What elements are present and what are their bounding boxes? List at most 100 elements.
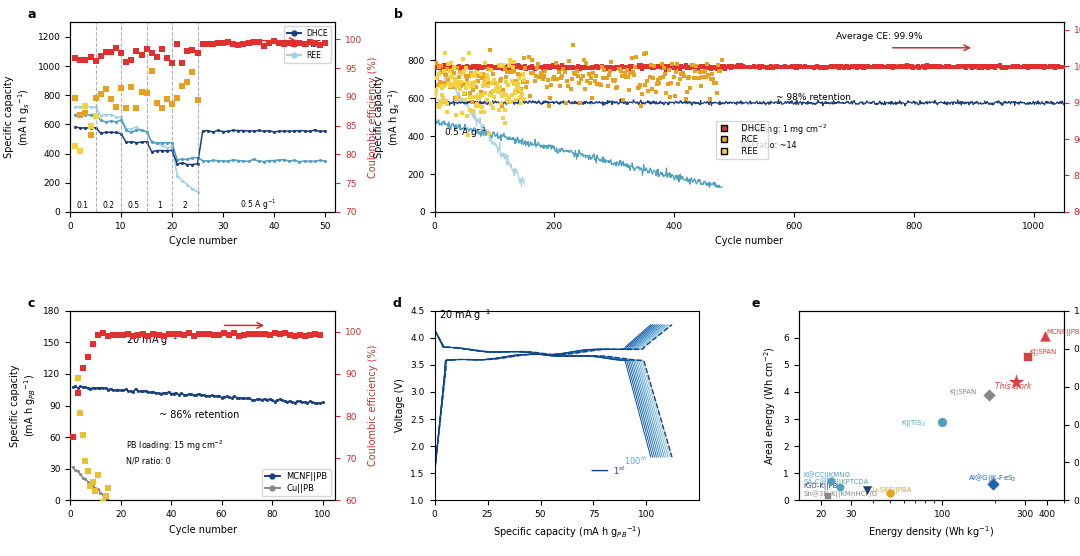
Point [431, 96, 448, 105]
Point [588, 61, 605, 70]
Point [888, 62, 905, 71]
Point [541, 93, 558, 102]
Point [468, 63, 485, 72]
Point [607, 62, 624, 71]
Point [1021, 62, 1038, 71]
Point [839, 62, 856, 71]
Point [179, 78, 197, 87]
Point [907, 63, 924, 72]
Point [1004, 62, 1022, 71]
Point [522, 92, 539, 101]
Text: This work: This work [995, 382, 1031, 391]
Point [791, 62, 808, 71]
Point [702, 64, 719, 73]
Point [901, 62, 918, 71]
Point [801, 63, 819, 72]
Point [127, 46, 145, 55]
Point [703, 70, 720, 79]
Point [490, 87, 508, 96]
Point [435, 67, 453, 76]
Point [954, 62, 971, 71]
Point [163, 59, 180, 68]
Point [458, 63, 475, 72]
Point [819, 63, 836, 72]
Legend:   DHCE,   RCE,   REE: DHCE, RCE, REE [716, 121, 768, 159]
Point [1014, 62, 1031, 71]
Point [464, 86, 482, 95]
Point [590, 80, 607, 89]
Point [139, 332, 157, 341]
Point [1043, 62, 1061, 71]
Point [179, 47, 197, 56]
Point [470, 94, 487, 103]
Point [1038, 63, 1055, 72]
Point [490, 106, 508, 115]
Point [905, 63, 922, 72]
Point [733, 62, 751, 71]
Point [532, 69, 550, 78]
Point [622, 68, 639, 77]
Point [451, 63, 469, 72]
Point [447, 63, 464, 72]
Point [645, 64, 662, 73]
Point [475, 107, 492, 116]
Point [816, 63, 834, 72]
Point [918, 61, 935, 70]
Point [912, 62, 929, 71]
Point [286, 40, 303, 49]
Point [792, 63, 809, 72]
Point [539, 75, 556, 84]
Y-axis label: Specific capacity
(mA h g$_s$$^{-1}$): Specific capacity (mA h g$_s$$^{-1}$) [374, 76, 402, 158]
Point [475, 63, 492, 72]
Point [581, 78, 598, 87]
Point [471, 71, 488, 80]
Point [94, 498, 111, 507]
Point [654, 73, 672, 82]
Point [778, 62, 795, 71]
Point [275, 40, 293, 49]
Point [787, 63, 805, 72]
Point [611, 63, 629, 72]
Text: 20 mA g$^{-1}$: 20 mA g$^{-1}$ [125, 332, 178, 349]
Point [747, 62, 765, 71]
Point [266, 329, 283, 338]
Point [660, 65, 677, 74]
Point [1001, 62, 1018, 71]
Point [512, 99, 529, 108]
Point [993, 62, 1010, 71]
Point [457, 89, 474, 98]
Point [77, 457, 94, 466]
Point [860, 62, 877, 71]
Point [105, 330, 122, 339]
Point [500, 98, 517, 107]
Point [483, 100, 500, 108]
Text: c: c [28, 297, 36, 310]
Point [483, 89, 500, 98]
Point [514, 77, 531, 86]
Point [494, 102, 511, 111]
Point [659, 62, 676, 71]
Point [908, 62, 926, 71]
Point [694, 63, 712, 72]
Point [97, 492, 114, 500]
Point [642, 62, 659, 71]
Point [692, 62, 710, 71]
Point [649, 76, 666, 85]
Point [474, 69, 491, 78]
Point [847, 62, 864, 71]
Point [677, 94, 694, 103]
Point [913, 62, 930, 71]
Point [472, 92, 489, 101]
Point [92, 90, 109, 98]
Point [999, 63, 1016, 72]
Point [991, 61, 1009, 70]
Point [492, 75, 510, 83]
Point [469, 100, 486, 108]
Point [759, 62, 777, 71]
Point [606, 63, 623, 72]
Point [827, 62, 845, 71]
Point [863, 62, 880, 71]
Point [572, 75, 590, 83]
Point [436, 97, 454, 106]
Point [577, 85, 594, 94]
